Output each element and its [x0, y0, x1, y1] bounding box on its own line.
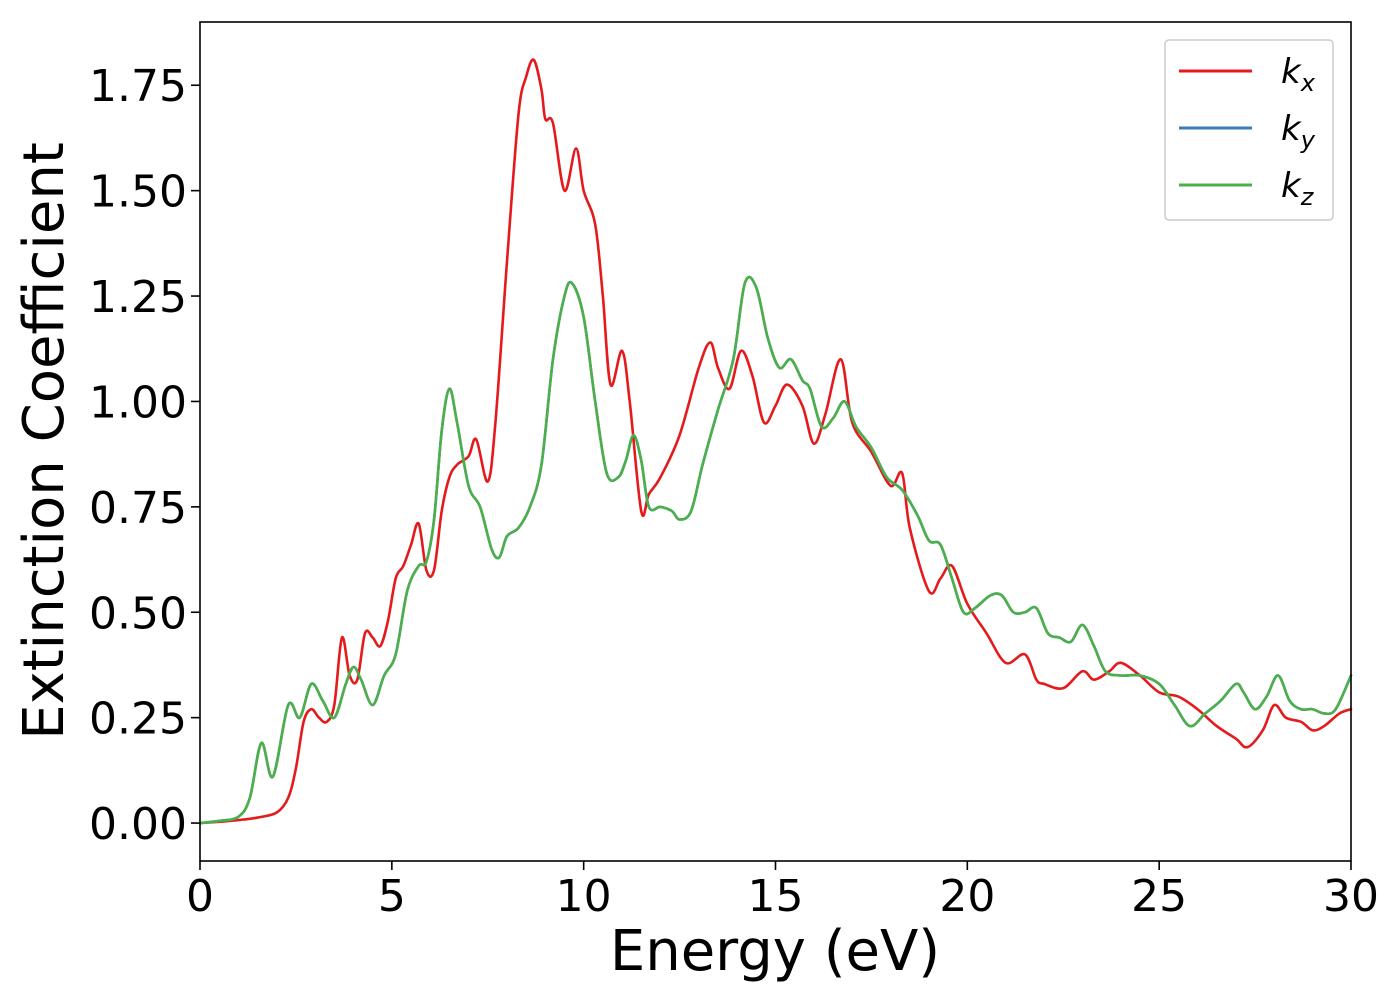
series-layer: [198, 58, 1353, 825]
x-tick-label: 25: [1131, 871, 1187, 922]
x-axis: 0 5 10 15 20 25 30: [186, 861, 1379, 922]
y-tick-label: 0.00: [89, 799, 187, 850]
legend-label-ky: ky: [1281, 109, 1316, 154]
x-tick-label: 30: [1323, 871, 1379, 922]
y-tick-label: 1.50: [89, 167, 187, 218]
y-tick-label: 0.25: [89, 694, 187, 745]
x-tick-label: 15: [748, 871, 804, 922]
legend-label-kx: kx: [1281, 52, 1316, 97]
x-tick-label: 10: [556, 871, 612, 922]
x-axis-label: Energy (eV): [610, 919, 940, 984]
x-tick-label: 20: [939, 871, 995, 922]
legend: kx ky kz: [1164, 39, 1334, 221]
series-line-kz: [198, 275, 1353, 825]
y-tick-label: 0.75: [89, 483, 187, 534]
y-tick-label: 1.00: [89, 377, 187, 428]
y-axis-label: Extinction Coefficient: [12, 142, 77, 740]
legend-frame: [1164, 39, 1334, 221]
y-tick-label: 1.75: [89, 61, 187, 112]
y-axis: 0.00 0.25 0.50 0.75 1.00 1.25 1.50 1.75: [89, 61, 200, 850]
legend-label-kz: kz: [1281, 166, 1315, 211]
x-tick-label: 0: [186, 871, 214, 922]
y-tick-label: 1.25: [89, 272, 187, 323]
x-tick-label: 5: [378, 871, 406, 922]
y-tick-label: 0.50: [89, 588, 187, 639]
